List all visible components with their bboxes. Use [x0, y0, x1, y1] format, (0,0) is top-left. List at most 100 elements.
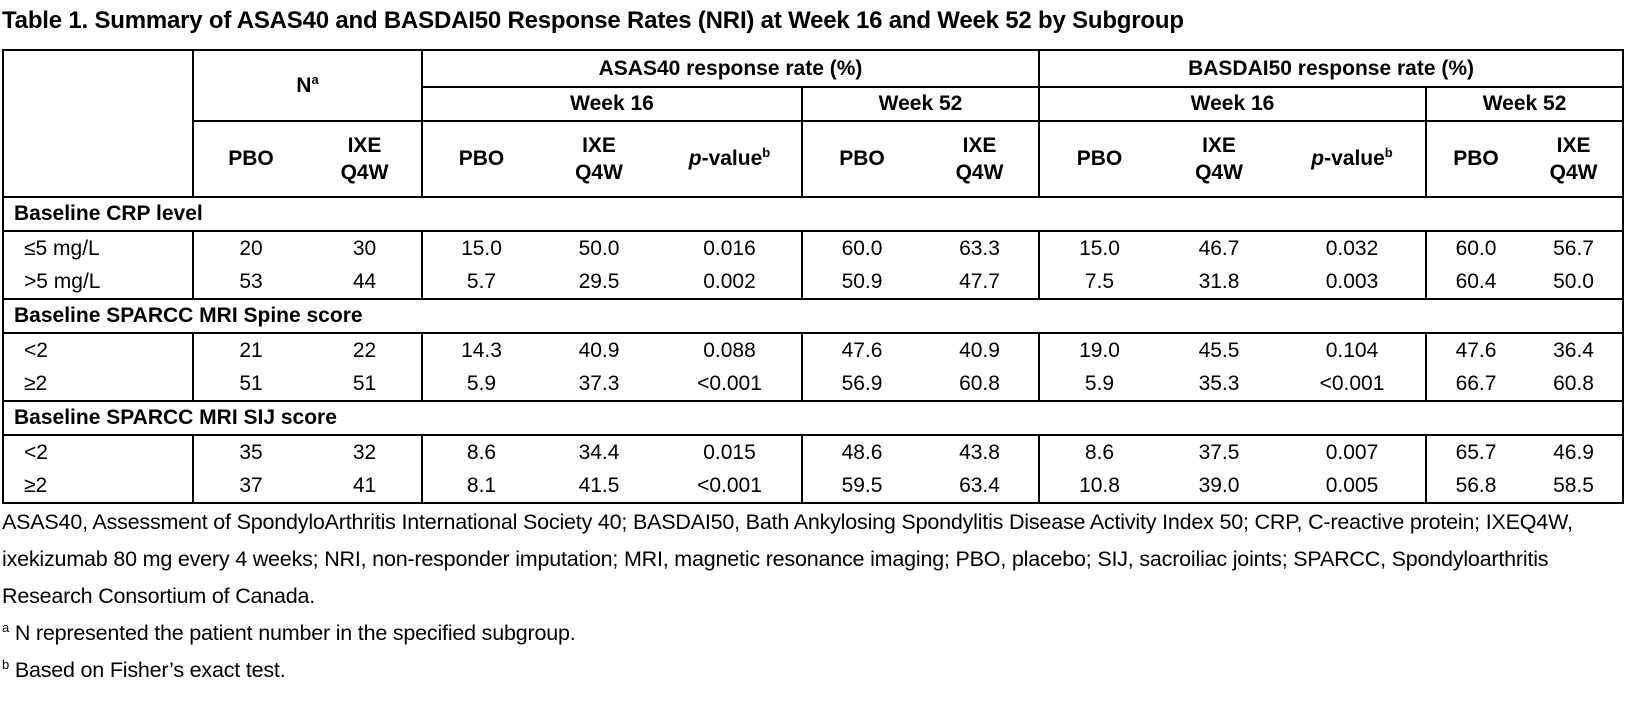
col-header-pbo: PBO	[1425, 121, 1526, 198]
table-cell: 0.005	[1325, 473, 1379, 497]
col-group-n: Na	[192, 50, 422, 122]
table-cell: 50.0	[578, 236, 620, 260]
footnote-a: a N represented the patient number in th…	[2, 615, 1623, 652]
table-cell: 65.7	[1425, 435, 1526, 469]
table-cell: 0.104	[1325, 338, 1379, 362]
table-cell: 66.7	[1425, 367, 1526, 401]
col-header-ixe-q4w: IXE Q4W	[1525, 121, 1624, 198]
table-cell: 5.7	[421, 265, 540, 299]
table-cell: 30	[352, 236, 377, 260]
table-cell: 0.003	[1325, 269, 1379, 293]
table-cell: 21	[192, 333, 308, 367]
col-header-ixe-q4w: IXE Q4W	[921, 121, 1040, 198]
table-cell: 45.5	[1198, 338, 1240, 362]
table-cell: 56.9	[801, 367, 921, 401]
col-header-p-value: p-valueb	[658, 121, 802, 198]
table-cell: 50.9	[801, 265, 921, 299]
table-cell: 29.5	[578, 269, 620, 293]
section-title: Baseline CRP level	[3, 196, 1624, 232]
table-cell: 43.8	[959, 440, 1000, 464]
table-cell: 15.0	[1038, 231, 1160, 265]
table-cell: 15.0	[421, 231, 540, 265]
table-cell: 5.9	[1038, 367, 1160, 401]
n-superscript: a	[311, 71, 319, 87]
row-sij-ge2: ≥2 37 41 8.1 41.5 <0.001 59.5 63.4 10.8 …	[3, 469, 1623, 503]
row-spine-ge2: ≥2 51 51 5.9 37.3 <0.001 56.9 60.8 5.9 3…	[3, 367, 1623, 401]
footnote-b: b Based on Fisher’s exact test.	[2, 652, 1623, 689]
table-cell: 0.032	[1325, 236, 1379, 260]
table-cell: 35.3	[1198, 371, 1240, 395]
table-cell: 14.3	[421, 333, 540, 367]
table-cell: 31.8	[1198, 269, 1240, 293]
table-cell: 41	[352, 473, 377, 497]
col-asas40-week52: Week 52	[800, 87, 1040, 122]
footnote-b-marker: b	[2, 656, 10, 672]
table-cell: 40.9	[959, 338, 1000, 362]
col-asas40-week16: Week 16	[421, 87, 802, 122]
table-cell: 59.5	[801, 469, 921, 503]
table-cell: 50.0	[1553, 269, 1594, 293]
table-cell: 7.5	[1038, 265, 1160, 299]
table-cell: 63.4	[959, 473, 1000, 497]
col-header-pbo: PBO	[421, 121, 540, 198]
p-italic: p	[688, 147, 702, 170]
table-cell: 8.6	[1038, 435, 1160, 469]
table-cell: 60.4	[1425, 265, 1526, 299]
table-cell: 19.0	[1038, 333, 1160, 367]
table-cell: 10.8	[1038, 469, 1160, 503]
row-label: ≥2	[24, 371, 48, 395]
table-cell: 8.6	[421, 435, 540, 469]
col-header-p-value: p-valueb	[1279, 121, 1427, 198]
section-header-spine: Baseline SPARCC MRI Spine score	[3, 298, 1624, 334]
table-cell: 41.5	[578, 473, 620, 497]
footnote-a-marker: a	[2, 619, 10, 635]
abbreviations-note: ASAS40, Assessment of SpondyloArthritis …	[2, 510, 1573, 608]
col-basdai50-week16: Week 16	[1038, 87, 1427, 122]
col-header-ixe-q4w: IXE Q4W	[540, 121, 658, 198]
table-cell: 58.5	[1553, 473, 1594, 497]
row-label: <2	[24, 440, 48, 464]
row-crp-gt5: >5 mg/L 53 44 5.7 29.5 0.002 50.9 47.7 7…	[3, 265, 1623, 299]
header-row-arms: PBO IXE Q4W PBO IXE Q4W p-valueb PBO IXE…	[3, 121, 1624, 198]
header-row-weeks: Week 16 Week 52 Week 16 Week 52	[3, 87, 1624, 122]
table-cell: 51	[352, 371, 377, 395]
table-cell: 47.7	[959, 269, 1000, 293]
table-cell: 20	[192, 231, 308, 265]
table-cell: 0.002	[703, 269, 756, 293]
p-value-text: -value	[701, 147, 763, 170]
col-header-ixe-q4w: IXE Q4W	[308, 121, 422, 198]
row-label: <2	[24, 338, 48, 362]
table-cell: 63.3	[959, 236, 1000, 260]
row-sij-lt2: <2 35 32 8.6 34.4 0.015 48.6 43.8 8.6 37…	[3, 435, 1623, 469]
section-title: Baseline SPARCC MRI SIJ score	[3, 400, 1624, 436]
results-table: Na ASAS40 response rate (%) BASDAI50 res…	[2, 49, 1625, 504]
table-cell: 36.4	[1553, 338, 1594, 362]
table-cell: 0.088	[703, 338, 756, 362]
footnotes: ASAS40, Assessment of SpondyloArthritis …	[2, 504, 1623, 689]
section-header-sij: Baseline SPARCC MRI SIJ score	[3, 400, 1624, 436]
n-label: N	[296, 73, 312, 97]
table-cell: 60.0	[1425, 231, 1526, 265]
table-cell: 56.7	[1553, 236, 1594, 260]
row-label: ≤5 mg/L	[24, 236, 100, 260]
col-header-pbo: PBO	[192, 121, 308, 198]
header-row-groups: Na ASAS40 response rate (%) BASDAI50 res…	[3, 50, 1624, 122]
table-title: Table 1. Summary of ASAS40 and BASDAI50 …	[2, 7, 1184, 34]
p-italic: p	[1311, 147, 1325, 170]
col-header-ixe-q4w: IXE Q4W	[1159, 121, 1280, 198]
footnote-a-text: N represented the patient number in the …	[14, 621, 576, 645]
table-cell: 53	[192, 265, 308, 299]
table-cell: 0.016	[703, 236, 756, 260]
table-cell: 60.0	[801, 231, 921, 265]
row-spine-lt2: <2 21 22 14.3 40.9 0.088 47.6 40.9 19.0 …	[3, 333, 1623, 367]
table-cell: 39.0	[1198, 473, 1240, 497]
table-cell: 5.9	[421, 367, 540, 401]
section-header-crp: Baseline CRP level	[3, 196, 1624, 232]
table-cell: 51	[192, 367, 308, 401]
table-cell: 47.6	[1425, 333, 1526, 367]
col-group-asas40: ASAS40 response rate (%)	[420, 50, 1040, 88]
table-cell: 60.8	[1553, 371, 1594, 395]
col-group-basdai50: BASDAI50 response rate (%)	[1038, 50, 1624, 88]
table-cell: 56.8	[1425, 469, 1526, 503]
table-cell: 40.9	[578, 338, 620, 362]
